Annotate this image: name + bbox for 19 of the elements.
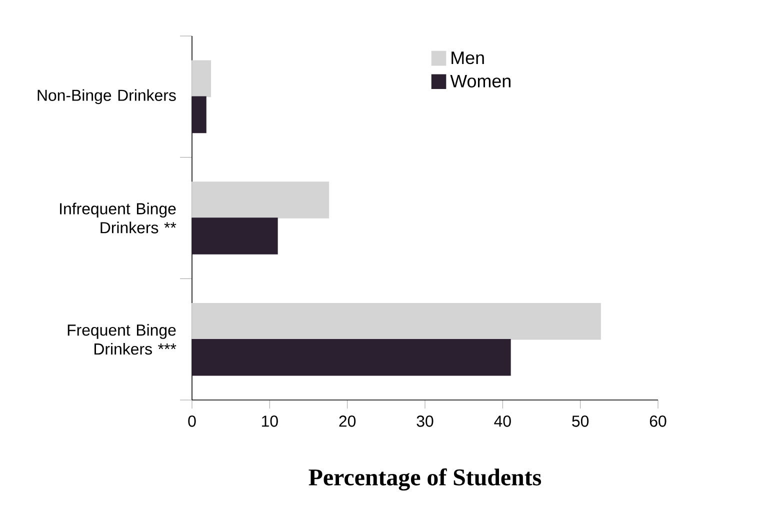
x-tick-label: 30 (416, 416, 434, 427)
bar (192, 182, 330, 218)
x-axis-title: Percentage of Students (308, 468, 542, 491)
bar (192, 218, 278, 254)
x-tick-label: 50 (572, 416, 589, 427)
legend-label: Men (452, 52, 484, 64)
bar (192, 96, 206, 134)
y-tick-label: Infrequent Binge Drinkers ** (60, 202, 176, 234)
y-tick-label: Frequent Binge Drinkers *** (68, 324, 176, 355)
x-tick-label: 40 (494, 416, 511, 427)
bar (192, 338, 511, 376)
x-tick-label: 0 (188, 416, 196, 427)
bar (192, 60, 212, 98)
x-tick-label: 60 (650, 416, 666, 427)
x-tick-label: 10 (262, 416, 278, 427)
y-tick-label: Non-Binge Drinkers (38, 89, 176, 104)
legend-label: Women (450, 74, 510, 88)
bar (192, 302, 601, 340)
x-tick-label: 20 (339, 416, 356, 427)
